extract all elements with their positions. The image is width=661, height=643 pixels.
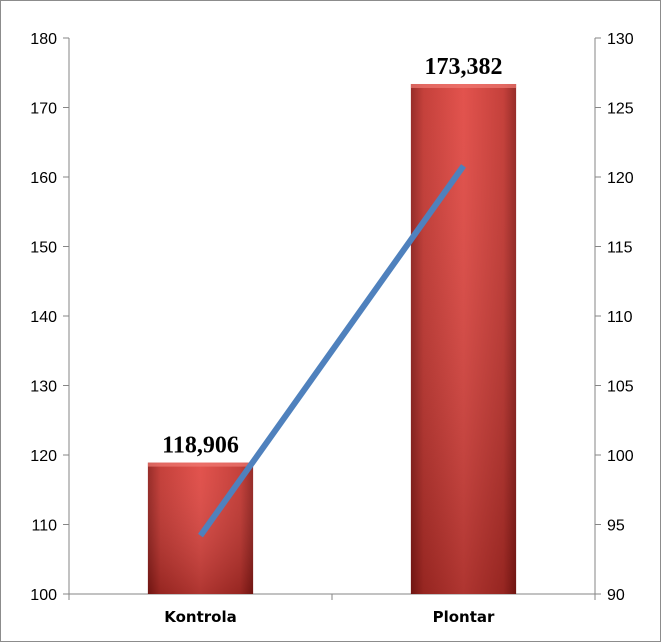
category-label-kontrola: Kontrola: [164, 608, 236, 626]
left-tick-label: 100: [30, 587, 57, 604]
axes: 100 110 120 130 140 150 160 170 180 90 95 100 105 110…: [30, 31, 634, 604]
right-tick-label: 90: [607, 587, 625, 604]
data-label-kontrola: 118,906: [162, 433, 239, 459]
bar-top-highlight: [410, 83, 517, 88]
data-label-plontar: 173,382: [425, 54, 503, 80]
right-tick-label: 125: [607, 101, 634, 118]
labels: Kontrola Plontar 118,906 173,382: [162, 54, 502, 626]
right-tick-label: 110: [607, 309, 633, 326]
line-series: [198, 164, 466, 538]
left-tick-label: 170: [30, 101, 57, 118]
bar-top-highlight: [147, 462, 254, 467]
left-tick-label: 160: [30, 170, 57, 187]
right-tick-label: 120: [607, 170, 634, 187]
lines: [198, 164, 466, 538]
right-tick-label: 95: [607, 518, 625, 535]
right-tick-label: 130: [607, 31, 634, 48]
right-tick-label: 115: [607, 240, 633, 257]
right-tick-label: 105: [607, 379, 634, 396]
left-tick-label: 110: [31, 518, 57, 535]
bar-shade-plontar: [410, 83, 517, 594]
left-tick-label: 180: [30, 31, 57, 48]
right-tick-label: 100: [607, 448, 634, 465]
bars: [147, 83, 517, 594]
left-tick-label: 130: [30, 379, 57, 396]
left-tick-label: 120: [30, 448, 57, 465]
left-tick-label: 140: [30, 309, 57, 326]
left-tick-label: 150: [30, 240, 57, 257]
category-label-plontar: Plontar: [433, 608, 495, 626]
